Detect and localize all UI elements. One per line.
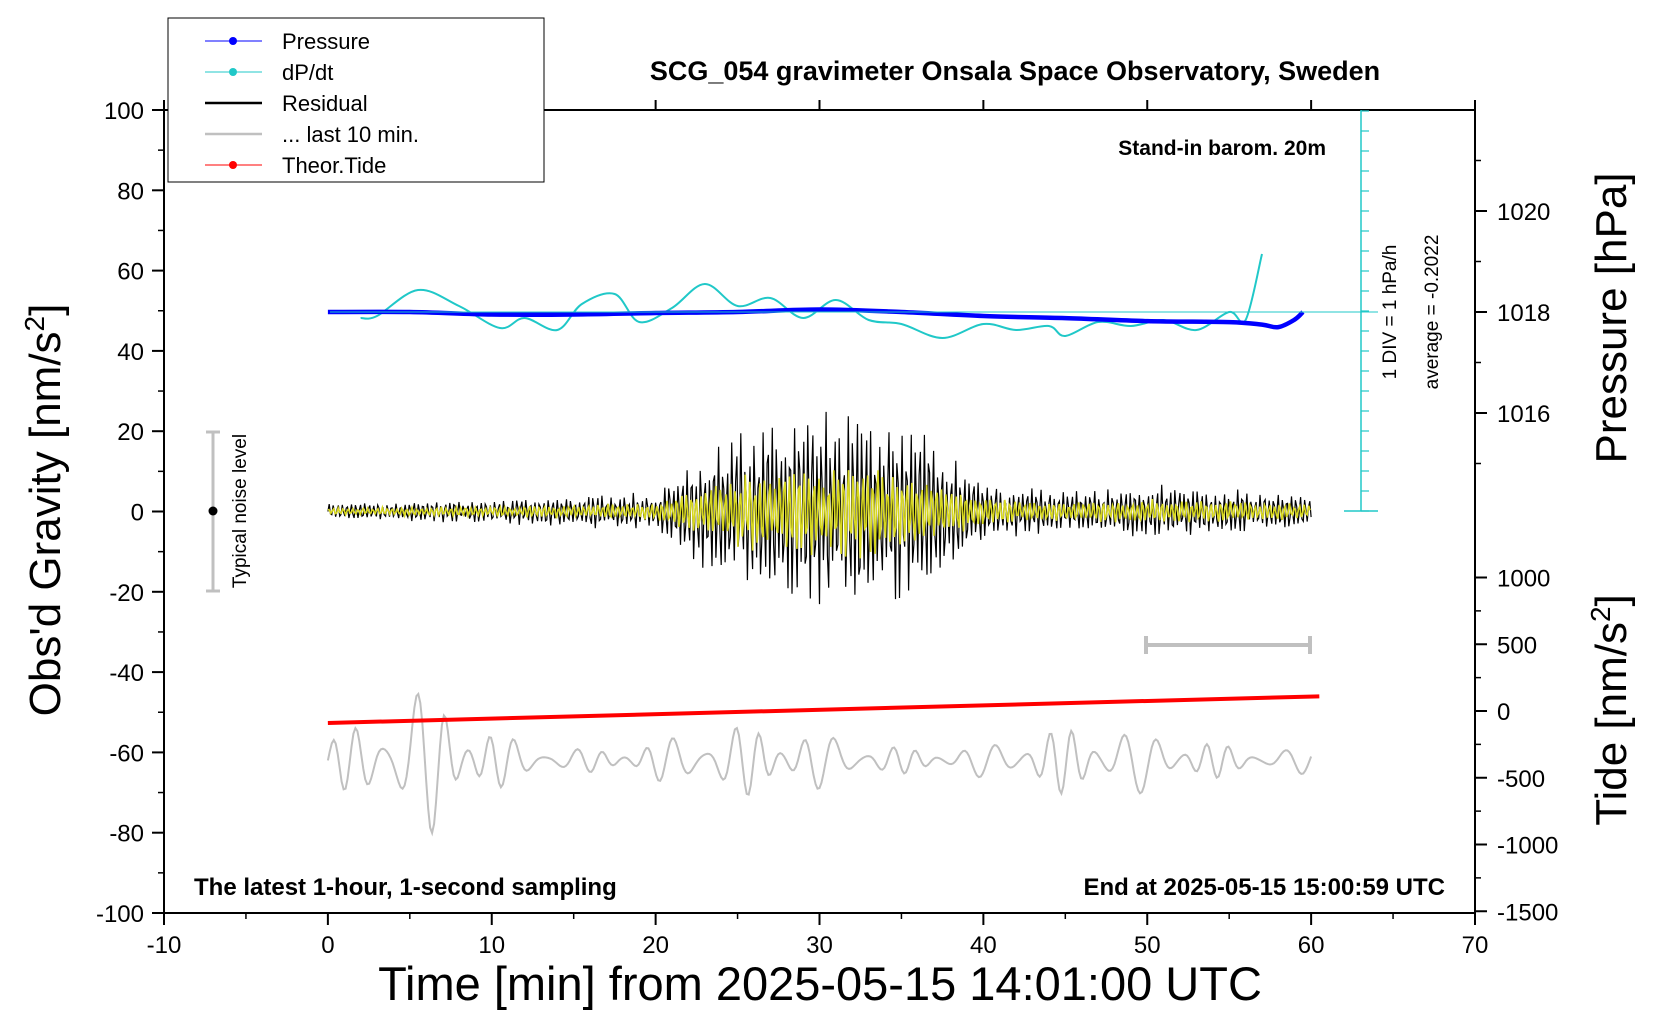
pressure-tick-label: 1016 [1497,401,1550,428]
y-label-tide-sup: 2 [1585,606,1616,622]
x-tick-label: 70 [1462,932,1489,959]
tide-axis-ticks: 1000 500 0 -500 -1000 -1500 [1475,566,1558,926]
y-label-main-text: Obs'd Gravity [nm/s [21,331,70,716]
legend: Pressure dP/dt Residual ... last 10 min. The… [167,17,545,183]
legend-item: ... last 10 min. [205,122,419,147]
x-axis-label: Time [min] from 2025-05-15 14:01:00 UTC [378,957,1262,1010]
tide-tick-label: 0 [1497,699,1510,726]
pressure-tick-label: 1020 [1497,199,1550,226]
last-10-min-bracket [1144,636,1312,654]
legend-label: Theor.Tide [282,153,386,178]
tide-tick-label: 1000 [1497,566,1550,593]
x-axis-ticks: -10 0 10 20 30 40 50 60 70 [147,100,1489,959]
svg-text:average = -0.2022: average = -0.2022 [1422,235,1443,390]
y-tick-label: 40 [117,339,144,366]
last-10-min-line [326,691,1313,837]
y-tick-label: 0 [131,500,144,527]
svg-text:Tide [nm/s2]: Tide [nm/s2] [1585,594,1636,826]
y-tick-label: -40 [109,660,144,687]
x-tick-label: 0 [321,932,334,959]
noise-level-label: Typical noise level [230,434,251,588]
pressure-axis-ticks: 1020 1018 1016 [1475,159,1550,465]
y-tick-label: -80 [109,821,144,848]
series-layer [326,253,1320,837]
x-tick-label: -10 [147,932,182,959]
noise-center-dot [208,506,218,516]
legend-label: dP/dt [282,60,333,85]
tide-line [327,694,1320,726]
pressure-tick-label: 1018 [1497,300,1550,327]
svg-text:Obs'd Gravity [nm/s2]: Obs'd Gravity [nm/s2] [19,304,70,717]
tide-tick-label: -1000 [1497,833,1558,860]
y-tick-label: -20 [109,580,144,607]
y-tick-label: -100 [96,901,144,928]
x-tick-label: 30 [806,932,833,959]
legend-box [167,17,545,183]
legend-label: ... last 10 min. [282,122,419,147]
dpdt-scale-bar [330,110,1378,512]
x-tick-label: 60 [1298,932,1325,959]
x-tick-label: 20 [642,932,669,959]
legend-item: Theor.Tide [205,153,386,178]
y-label-tide-end: ] [1587,594,1636,606]
y-axis-label-tide: Tide [nm/s2] [1585,594,1636,826]
svg-text:1 DIV = 1 hPa/h: 1 DIV = 1 hPa/h [1380,245,1401,380]
y-axis-ticks: 100 80 60 40 20 0 -20 -40 -60 -80 -100 [96,98,164,928]
x-tick-label: 50 [1134,932,1161,959]
svg-text:Pressure [hPa]: Pressure [hPa] [1587,172,1636,463]
y-axis-label-pressure: Pressure [hPa] [1587,172,1636,463]
legend-item: Pressure [205,29,370,54]
y-tick-label: 80 [117,178,144,205]
bottom-left-note: The latest 1-hour, 1-second sampling [194,874,617,901]
residual-filtered-line [327,470,1311,559]
legend-label: Pressure [282,29,370,54]
tide-tick-label: -1500 [1497,899,1558,926]
dpdt-line [360,253,1263,340]
legend-swatch-dot [229,68,237,76]
tide-tick-label: 500 [1497,632,1537,659]
residual-line [327,411,1312,605]
y-tick-label: -60 [109,740,144,767]
y-axis-label-main: Obs'd Gravity [nm/s2] [19,304,70,717]
noise-level-marker [206,430,220,593]
y-tick-label: 20 [117,419,144,446]
x-tick-label: 40 [970,932,997,959]
legend-swatch-dot [229,37,237,45]
legend-label: Residual [282,91,368,116]
legend-item: Residual [205,91,368,116]
y-label-main-sup: 2 [19,316,50,332]
legend-item: dP/dt [205,60,333,85]
x-tick-label: 10 [478,932,505,959]
y-label-tide-text: Tide [nm/s [1587,622,1636,826]
chart-title: SCG_054 gravimeter Onsala Space Observat… [650,56,1380,86]
bottom-right-note: End at 2025-05-15 15:00:59 UTC [1084,874,1446,901]
scale-div-note: 1 DIV = 1 hPa/h [1380,245,1401,380]
barometer-note: Stand-in barom. 20m [1118,137,1326,160]
average-note: average = -0.2022 [1422,235,1443,390]
y-label-main-end: ] [21,304,70,316]
y-tick-label: 100 [104,98,144,125]
y-tick-label: 60 [117,259,144,286]
legend-swatch-dot [229,161,237,169]
tide-tick-label: -500 [1497,766,1545,793]
svg-text:Typical noise level: Typical noise level [230,434,251,588]
